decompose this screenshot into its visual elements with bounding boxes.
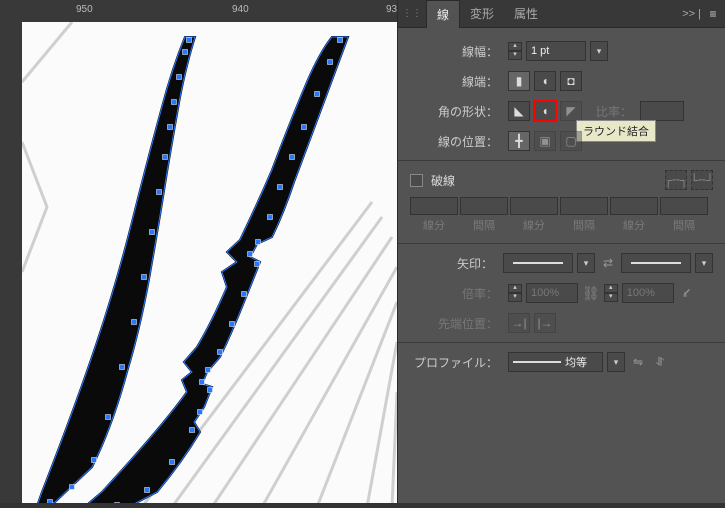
dash-seg-1[interactable]	[410, 197, 458, 215]
arrow-start-select[interactable]	[503, 253, 573, 273]
dash-seg-3[interactable]	[610, 197, 658, 215]
weight-dropdown[interactable]: ▾	[590, 41, 608, 61]
tab-transform[interactable]: 変形	[460, 0, 504, 28]
scale-start-stepper[interactable]: ▴▾	[508, 284, 522, 302]
corner-label: 角の形状：	[398, 103, 508, 120]
artwork	[22, 22, 397, 503]
profile-dropdown[interactable]: ▾	[607, 352, 625, 372]
profile-flip-h-icon[interactable]: ⇋	[629, 353, 647, 371]
scale-reset-icon[interactable]: ⭹	[678, 284, 696, 302]
dash-gap-1[interactable]	[460, 197, 508, 215]
join-miter-button[interactable]: ◣	[508, 101, 530, 121]
stroke-panel: ⋮⋮ 線 変形 属性 >> | ≡ 線幅： ▴▾ 1 pt ▾ 線端： ▮ ◖ …	[397, 0, 725, 503]
scale-end-input[interactable]: 100%	[622, 283, 674, 303]
align-center-button[interactable]: ╋	[508, 131, 530, 151]
arrow-swap-icon[interactable]: ⇄	[599, 254, 617, 272]
dash-preset-2[interactable]: └╌┘	[691, 170, 713, 190]
tooltip: ラウンド結合	[576, 120, 656, 142]
join-bevel-button[interactable]: ◤	[560, 101, 582, 121]
panel-menu-icon[interactable]: ≡	[705, 7, 721, 21]
dashed-label: 破線	[431, 172, 455, 189]
cap-butt-button[interactable]: ▮	[508, 71, 530, 91]
arrow-end-dropdown[interactable]: ▾	[695, 253, 713, 273]
profile-label: プロファイル：	[398, 354, 508, 371]
weight-input[interactable]: 1 pt	[526, 41, 586, 61]
arrow-start-dropdown[interactable]: ▾	[577, 253, 595, 273]
tip-flush-button[interactable]: |→	[534, 313, 556, 333]
align-inside-button[interactable]: ▣	[534, 131, 556, 151]
join-round-button[interactable]: ◖	[534, 101, 556, 121]
panel-tabbar: ⋮⋮ 線 変形 属性 >> | ≡	[398, 0, 725, 28]
dash-seg-2[interactable]	[510, 197, 558, 215]
profile-select[interactable]: 均等	[508, 352, 603, 372]
dash-gap-3[interactable]	[660, 197, 708, 215]
align-label: 線の位置：	[398, 133, 508, 150]
ruler-horizontal: 950 940 93	[0, 0, 397, 22]
panel-grip-icon[interactable]: ⋮⋮	[402, 8, 422, 19]
cap-label: 線端：	[398, 73, 508, 90]
ruler-vertical	[0, 22, 22, 503]
limit-label: 比率：	[586, 103, 636, 120]
cap-round-button[interactable]: ◖	[534, 71, 556, 91]
arrow-end-select[interactable]	[621, 253, 691, 273]
ruler-tick: 93	[386, 4, 397, 15]
dash-preset-1[interactable]: ┌╌┐	[665, 170, 687, 190]
tip-label: 先端位置：	[398, 315, 508, 332]
scale-start-input[interactable]: 100%	[526, 283, 578, 303]
dash-gap-2[interactable]	[560, 197, 608, 215]
scale-link-icon[interactable]: ⛓	[582, 285, 600, 302]
tab-attributes[interactable]: 属性	[504, 0, 548, 28]
arrow-label: 矢印：	[398, 255, 503, 272]
tab-stroke[interactable]: 線	[426, 0, 460, 28]
canvas[interactable]	[22, 22, 397, 503]
weight-label: 線幅：	[398, 43, 508, 60]
ruler-tick: 940	[232, 4, 249, 15]
tabs-overflow[interactable]: >> |	[678, 8, 705, 20]
cap-projecting-button[interactable]: ◘	[560, 71, 582, 91]
tip-extend-button[interactable]: →|	[508, 313, 530, 333]
miter-limit-input[interactable]	[640, 101, 684, 121]
profile-flip-v-icon[interactable]: ⥯	[651, 353, 669, 371]
dash-field-labels: 線分間隔 線分間隔 線分間隔	[398, 217, 725, 239]
weight-stepper[interactable]: ▴▾	[508, 42, 522, 60]
ruler-tick: 950	[76, 4, 93, 15]
scale-end-stepper[interactable]: ▴▾	[604, 284, 618, 302]
align-outside-button[interactable]: ▢	[560, 131, 582, 151]
scale-label: 倍率：	[398, 285, 508, 302]
dashed-checkbox[interactable]	[410, 174, 423, 187]
